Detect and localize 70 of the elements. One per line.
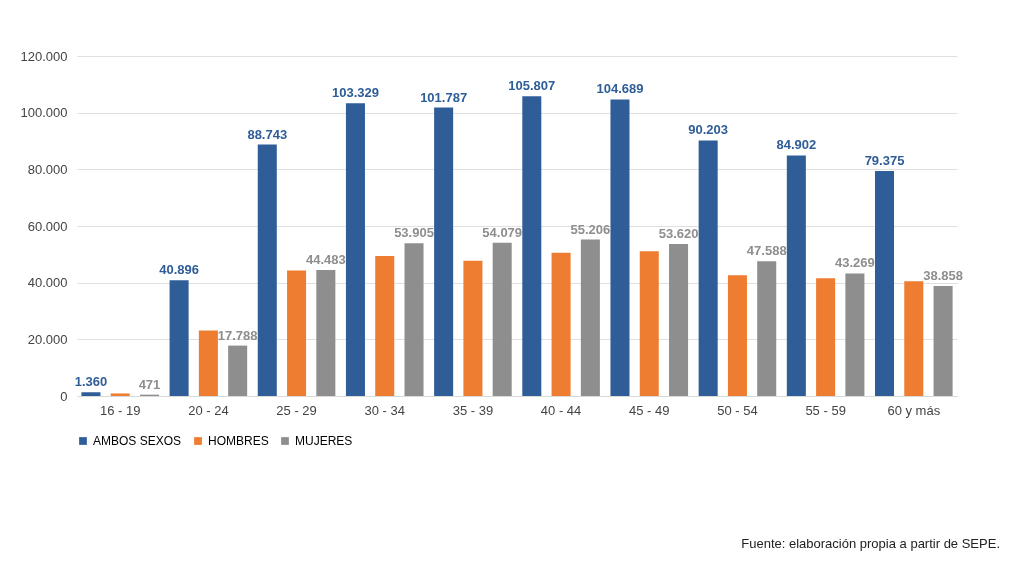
data-label: 105.807 — [508, 78, 556, 94]
bar — [345, 103, 365, 396]
bar — [875, 171, 895, 396]
x-tick-label: 20 - 24 — [188, 402, 229, 418]
bar — [551, 252, 571, 396]
bar — [816, 278, 836, 396]
bar — [698, 140, 718, 396]
data-label: 104.689 — [596, 81, 644, 97]
bar — [845, 273, 865, 396]
data-label: 101.787 — [420, 89, 468, 105]
data-label: 54.079 — [482, 224, 523, 240]
bar — [110, 393, 130, 396]
data-label: 90.203 — [688, 122, 729, 138]
bar — [169, 280, 189, 396]
bar — [757, 261, 777, 396]
data-label: 44.483 — [305, 251, 346, 267]
bar — [639, 251, 659, 396]
bar — [492, 242, 512, 396]
x-tick-label: 25 - 29 — [276, 402, 317, 418]
bar — [786, 155, 806, 396]
bar — [610, 99, 630, 396]
y-tick-label: 20.000 — [27, 331, 68, 347]
bar — [669, 244, 689, 396]
bar — [522, 96, 542, 396]
x-tick-label: 55 - 59 — [805, 402, 846, 418]
y-tick-label: 0 — [60, 388, 68, 404]
bar — [375, 256, 395, 396]
data-label: 43.269 — [835, 255, 875, 271]
x-tick-label: 45 - 49 — [629, 402, 670, 418]
bar — [904, 281, 924, 396]
bar — [580, 239, 600, 396]
data-label: 47.588 — [746, 243, 787, 259]
legend-label: AMBOS SEXOS — [93, 434, 182, 448]
data-label: 88.743 — [247, 126, 288, 142]
data-label: 53.620 — [658, 226, 699, 242]
x-tick-label: 40 - 44 — [540, 402, 582, 418]
data-label: 40.896 — [159, 262, 199, 278]
y-tick-label: 40.000 — [27, 275, 68, 291]
y-tick-label: 60.000 — [27, 218, 68, 234]
data-label: 53.905 — [394, 225, 434, 241]
data-label: 79.375 — [864, 153, 905, 169]
bar — [463, 260, 483, 396]
legend-label: HOMBRES — [208, 434, 269, 448]
bar — [81, 392, 101, 396]
bar — [287, 270, 307, 396]
data-label: 55.206 — [570, 221, 611, 237]
legend-label: MUJERES — [295, 434, 353, 448]
bar — [404, 243, 424, 396]
bar — [933, 285, 953, 396]
data-label: 103.329 — [331, 85, 379, 101]
data-label: 1.360 — [74, 374, 108, 390]
data-label: 17.788 — [217, 327, 258, 343]
y-tick-label: 80.000 — [27, 161, 68, 177]
bar — [434, 107, 454, 396]
bar — [228, 345, 248, 396]
data-label: 471 — [138, 376, 161, 392]
y-tick-label: 120.000 — [20, 48, 68, 64]
x-tick-label: 30 - 34 — [364, 402, 405, 418]
x-tick-label: 35 - 39 — [452, 402, 494, 418]
y-tick-label: 100.000 — [20, 105, 68, 121]
bar — [257, 144, 277, 396]
data-label: 84.902 — [776, 137, 817, 153]
x-tick-label: 50 - 54 — [717, 402, 758, 418]
source-note: Fuente: elaboración propia a partir de SEPE. — [740, 536, 1000, 551]
bar — [316, 269, 336, 396]
bar — [727, 275, 747, 396]
x-tick-label: 16 - 19 — [99, 402, 141, 418]
bar — [198, 330, 218, 396]
data-label: 38.858 — [923, 267, 963, 283]
x-tick-label: 60 y más — [887, 402, 941, 418]
